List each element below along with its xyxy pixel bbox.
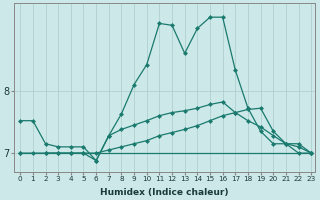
X-axis label: Humidex (Indice chaleur): Humidex (Indice chaleur)	[100, 188, 229, 197]
